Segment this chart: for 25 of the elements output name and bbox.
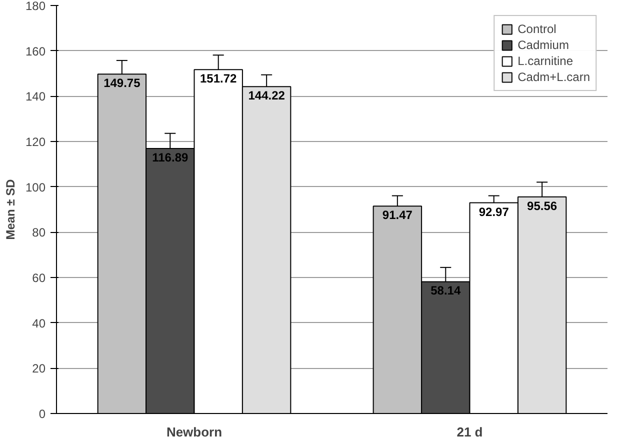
y-tick-label: 140 [25,90,46,104]
data-label: 92.97 [478,204,510,219]
data-label: 144.22 [248,88,286,103]
y-tick-label: 100 [25,180,46,194]
y-tick-label: 20 [32,362,46,376]
y-tick-label: 160 [25,44,46,58]
y-tick-label: 180 [25,0,46,13]
y-tick-label: 80 [32,226,46,240]
data-label: 91.47 [382,208,413,222]
y-tick-label: 40 [32,316,46,330]
y-axis-title: Mean ± SD [3,178,18,240]
data-label: 95.56 [527,198,558,213]
legend-label: Cadmium [518,38,569,52]
data-label: 149.75 [104,76,141,90]
legend-label: L.carnitine [518,54,573,68]
y-tick-label: 120 [25,135,46,149]
x-tick-label: 21 d [456,424,483,440]
legend-label: Control [518,22,556,36]
legend-label: Cadm+L.carn [518,70,590,84]
data-label: 151.72 [200,72,238,86]
x-tick-label: Newborn [166,424,222,440]
y-tick-label: 0 [38,407,46,421]
y-tick-label: 60 [32,271,46,285]
data-label: 58.14 [430,284,461,298]
data-label: 116.89 [152,150,188,165]
